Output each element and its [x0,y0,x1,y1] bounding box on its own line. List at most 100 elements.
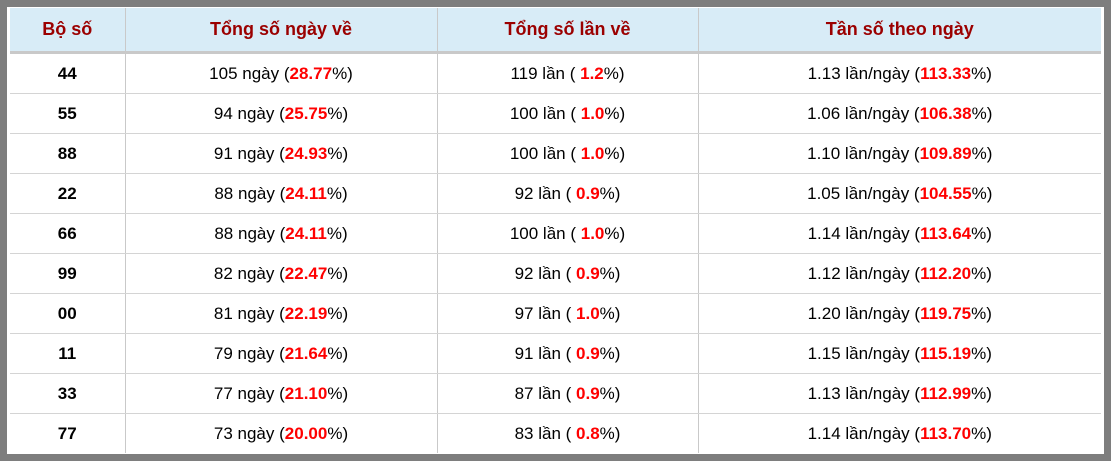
times-percent: 0.9 [576,383,600,403]
percent-close: %) [604,223,626,243]
freq-unit: lần/ngày ( [840,63,921,83]
freq-unit: lần/ngày ( [840,383,921,403]
freq-cell: 1.20 lần/ngày (119.75%) [697,293,1101,334]
times-cell: 92 lần ( 0.9%) [436,253,698,294]
pair-cell: 44 [10,52,125,94]
times-value: 87 [514,383,534,403]
freq-unit: lần/ngày ( [840,303,921,323]
table-row: 11 79 ngày (21.64%) 91 lần ( 0.9%) 1.15 … [10,333,1101,374]
table-row: 33 77 ngày (21.10%) 87 lần ( 0.9%) 1.13 … [10,373,1101,414]
pair-cell: 55 [10,93,125,134]
table-row: 66 88 ngày (24.11%) 100 lần ( 1.0%) 1.14… [10,213,1101,254]
percent-close: %) [971,263,992,283]
percent-close: %) [971,303,992,323]
table-row: 77 73 ngày (20.00%) 83 lần ( 0.8%) 1.14 … [10,413,1101,453]
pair-cell: 22 [10,173,125,214]
days-unit: ngày ( [232,383,285,403]
percent-close: %) [971,423,992,443]
freq-percent: 112.20 [920,263,972,283]
days-unit: ngày ( [237,63,290,83]
freq-cell: 1.05 lần/ngày (104.55%) [697,173,1101,214]
days-unit: ngày ( [233,183,286,203]
days-value: 82 [213,263,233,283]
times-unit: lần ( [538,143,581,163]
times-unit: lần ( [538,103,581,123]
times-percent: 1.0 [580,103,605,123]
days-unit: ngày ( [232,103,285,123]
pair-cell: 99 [10,253,125,294]
days-cell: 88 ngày (24.11%) [124,173,437,214]
percent-close: %) [603,63,625,83]
times-percent: 0.9 [576,183,600,203]
freq-cell: 1.14 lần/ngày (113.70%) [697,413,1101,453]
times-value: 100 [509,143,539,163]
times-value: 100 [509,223,539,243]
freq-percent: 104.55 [919,183,972,203]
days-percent: 24.11 [285,183,327,203]
table-row: 55 94 ngày (25.75%) 100 lần ( 1.0%) 1.06… [10,93,1101,134]
times-percent: 1.0 [580,143,605,163]
freq-cell: 1.13 lần/ngày (113.33%) [697,52,1101,94]
pair-cell: 33 [10,373,125,414]
table-row: 44 105 ngày (28.77%) 119 lần ( 1.2%) 1.1… [10,52,1101,94]
freq-cell: 1.13 lần/ngày (112.99%) [697,373,1101,414]
pair-cell: 11 [10,333,125,374]
freq-value: 1.12 [807,263,841,283]
freq-cell: 1.06 lần/ngày (106.38%) [697,93,1101,134]
days-value: 81 [213,303,233,323]
pair-cell: 00 [10,293,125,334]
column-header-times: Tổng số lần về [436,8,698,54]
days-percent: 28.77 [289,63,333,83]
freq-value: 1.14 [807,223,841,243]
days-value: 73 [213,423,233,443]
days-unit: ngày ( [232,303,285,323]
freq-percent: 112.99 [920,383,972,403]
times-value: 83 [514,423,534,443]
freq-unit: lần/ngày ( [840,423,921,443]
table-row: 99 82 ngày (22.47%) 92 lần ( 0.9%) 1.12 … [10,253,1101,294]
days-unit: ngày ( [232,263,285,283]
column-header-pair: Bộ số [10,8,125,54]
times-percent: 1.2 [580,63,604,83]
days-percent: 24.11 [285,223,327,243]
times-unit: lần ( [533,423,577,443]
days-percent: 20.00 [284,423,328,443]
times-cell: 91 lần ( 0.9%) [436,333,698,374]
freq-value: 1.10 [807,143,841,163]
days-cell: 94 ngày (25.75%) [124,93,437,134]
percent-close: %) [332,63,353,83]
times-cell: 119 lần ( 1.2%) [436,52,698,94]
days-cell: 88 ngày (24.11%) [124,213,437,254]
table-row: 88 91 ngày (24.93%) 100 lần ( 1.0%) 1.10… [10,133,1101,174]
table-row: 22 88 ngày (24.11%) 92 lần ( 0.9%) 1.05 … [10,173,1101,214]
pair-cell: 88 [10,133,125,174]
freq-unit: lần/ngày ( [840,103,920,123]
times-percent: 0.9 [576,263,600,283]
times-unit: lần ( [537,63,581,83]
freq-percent: 113.70 [920,423,972,443]
freq-value: 1.15 [807,343,841,363]
percent-close: %) [971,383,992,403]
freq-cell: 1.15 lần/ngày (115.19%) [697,333,1101,374]
times-cell: 83 lần ( 0.8%) [436,413,698,453]
percent-close: %) [604,103,626,123]
days-percent: 22.47 [284,263,328,283]
days-unit: ngày ( [233,223,286,243]
freq-value: 1.14 [807,423,841,443]
days-value: 79 [213,343,233,363]
percent-close: %) [971,63,992,83]
freq-value: 1.13 [807,383,841,403]
days-cell: 77 ngày (21.10%) [124,373,437,414]
percent-close: %) [599,263,621,283]
freq-value: 1.06 [807,103,841,123]
days-percent: 24.93 [284,143,328,163]
percent-close: %) [971,143,993,163]
percent-close: %) [599,183,621,203]
column-header-frequency: Tần số theo ngày [697,8,1101,54]
days-unit: ngày ( [232,423,285,443]
percent-close: %) [971,343,992,363]
times-value: 91 [514,343,534,363]
pair-cell: 77 [57,423,77,443]
freq-value: 1.05 [807,183,841,203]
